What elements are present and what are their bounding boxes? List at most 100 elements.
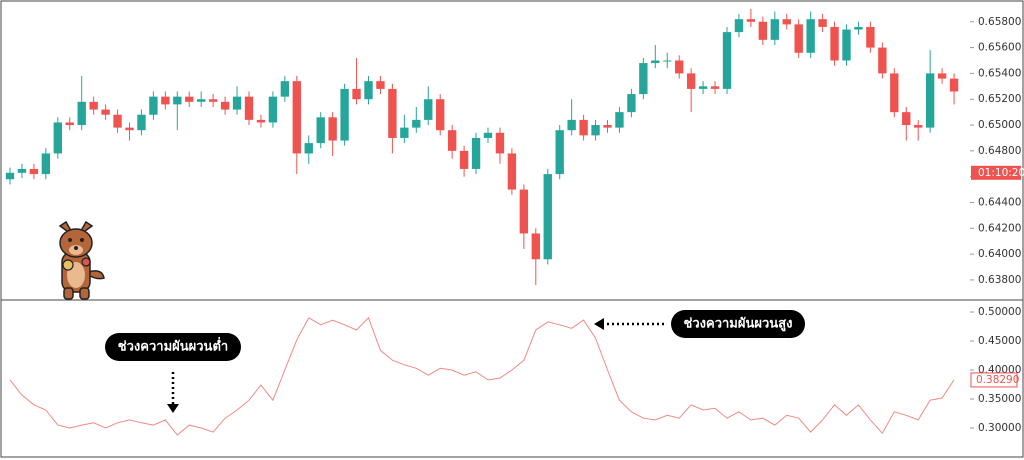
y-tick-label: 0.64400 — [978, 196, 1021, 208]
annotation: ช่วงความผันผวนสูง — [684, 317, 793, 332]
candle-body — [208, 99, 218, 102]
candle-body — [710, 86, 720, 89]
candle-body — [663, 60, 672, 62]
candle-body — [137, 114, 146, 131]
candle-body — [531, 233, 540, 260]
countdown-label: 01:10:20 — [978, 167, 1024, 179]
candle-body — [65, 122, 74, 126]
candle-body — [615, 112, 624, 128]
y-tick-label: 0.64000 — [978, 248, 1021, 260]
candle-body — [483, 132, 493, 138]
candle-body — [925, 73, 935, 128]
candle-body — [937, 73, 947, 79]
last-value-label: 0.38290 — [976, 374, 1019, 386]
y-tick-label: 0.50000 — [978, 306, 1021, 318]
y-tick-label: 0.65800 — [978, 16, 1021, 28]
candle-body — [197, 99, 206, 102]
candle-body — [280, 81, 290, 97]
candle-body — [340, 88, 349, 141]
y-tick-label: 0.63800 — [978, 274, 1021, 286]
candle-body — [734, 19, 744, 33]
candle-body — [400, 127, 409, 138]
candle-body — [232, 96, 242, 110]
y-tick-label: 0.45000 — [978, 335, 1021, 347]
candle-body — [471, 137, 481, 169]
candle-body — [77, 101, 86, 126]
candle-body — [866, 26, 875, 48]
candle-body — [41, 153, 51, 175]
arrow-head — [167, 404, 179, 413]
candle-body — [316, 117, 325, 144]
candle-body — [591, 125, 600, 136]
candle-body — [854, 26, 863, 30]
annotation: ช่วงความผันผวนต่ำ — [118, 337, 228, 355]
candle-body — [770, 19, 779, 40]
y-tick-label: 0.65000 — [978, 119, 1021, 131]
candle-body — [256, 119, 266, 123]
candle-body — [244, 96, 254, 120]
candle-body — [686, 73, 696, 89]
candle-body — [352, 88, 361, 100]
candle-body — [29, 168, 39, 175]
candle-body — [5, 172, 15, 180]
candle-body — [436, 99, 445, 131]
candle-body — [722, 32, 732, 89]
candle-body — [53, 122, 62, 154]
candle-body — [17, 168, 27, 173]
candle-body — [603, 125, 612, 128]
candle-body — [746, 19, 756, 22]
y-tick-label: 0.65600 — [978, 42, 1021, 54]
candle-body — [818, 19, 827, 27]
countdown-box — [971, 165, 1021, 180]
candle-body — [758, 21, 768, 40]
candle-body — [782, 19, 791, 25]
candle-body — [675, 60, 684, 74]
candle-body — [376, 81, 385, 89]
candle-body — [161, 96, 170, 105]
annotation-pill — [671, 310, 805, 338]
candle-body — [579, 119, 588, 136]
candle-body — [698, 86, 708, 89]
candle-body — [651, 60, 660, 64]
candle-body — [842, 29, 851, 61]
y-tick-label: 0.65400 — [978, 67, 1021, 79]
y-tick-label: 0.35000 — [978, 393, 1021, 405]
candle-body — [890, 73, 899, 113]
candle-body — [304, 143, 313, 154]
candle-body — [185, 96, 194, 102]
candle-body — [412, 119, 421, 128]
candle-body — [794, 24, 803, 53]
candle-body — [495, 132, 505, 154]
candle-body — [902, 112, 911, 126]
candle-body — [364, 81, 373, 100]
candle-body — [125, 127, 134, 131]
candle-body — [424, 99, 433, 120]
candle-body — [89, 101, 98, 110]
candle-body — [101, 109, 110, 115]
candle-body — [830, 26, 839, 61]
candle-body — [555, 130, 564, 175]
candle-body — [507, 153, 517, 190]
candle-body — [639, 63, 648, 95]
candle-body — [806, 19, 815, 53]
y-tick-label: 0.64800 — [978, 145, 1021, 157]
candle-body — [388, 88, 397, 138]
y-tick-label: 0.65200 — [978, 93, 1021, 105]
y-tick-label: 0.64200 — [978, 222, 1021, 234]
candle-body — [627, 94, 636, 113]
candle-body — [878, 47, 887, 74]
last-value-box — [970, 372, 1018, 388]
y-tick-label: 0.30000 — [978, 422, 1021, 434]
candle-body — [567, 119, 576, 131]
candle-body — [328, 117, 337, 141]
candle-body — [543, 174, 552, 260]
candle-body — [519, 189, 529, 234]
candle-body — [149, 96, 158, 115]
arrow-head — [594, 318, 604, 330]
annotation-pill — [105, 333, 241, 361]
candle-body — [220, 101, 230, 110]
candle-body — [459, 150, 469, 169]
candle-body — [914, 125, 923, 128]
